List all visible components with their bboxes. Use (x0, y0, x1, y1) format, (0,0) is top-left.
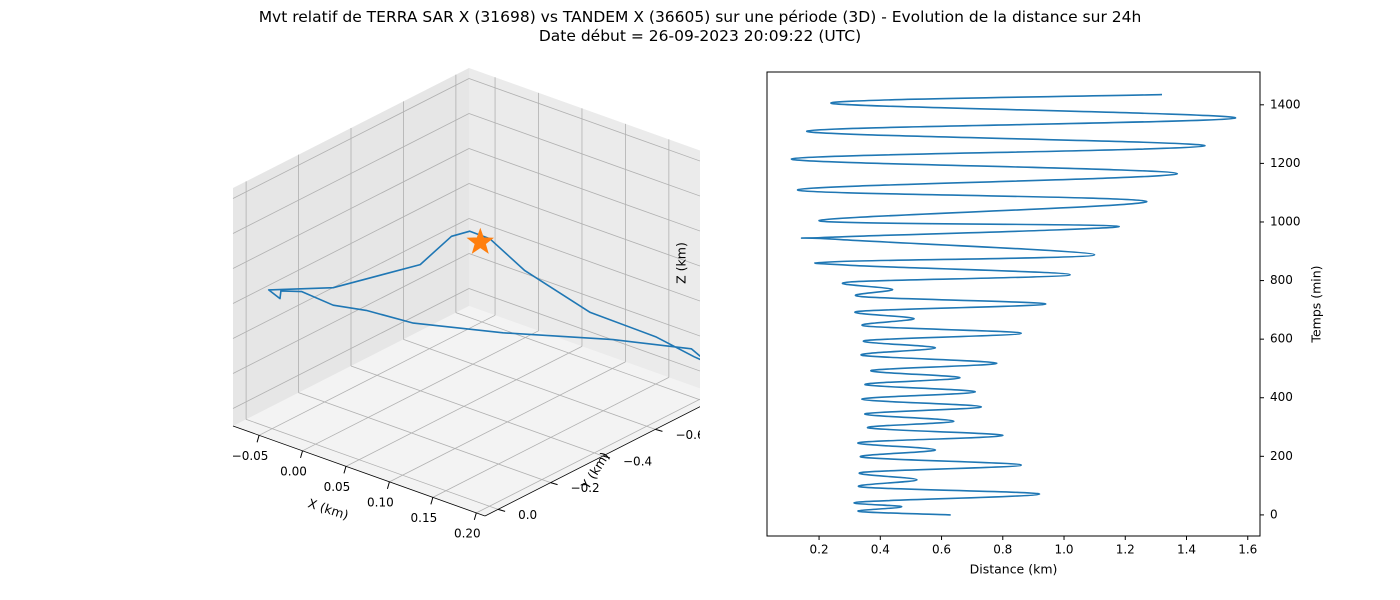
grid-line-z-left (232, 148, 470, 269)
y-tick-label: 0 (1270, 507, 1278, 521)
trajectory-line (267, 230, 700, 361)
x-tick-mark (256, 435, 260, 443)
z-axis-label: Z (km) (674, 242, 689, 284)
chart-3d: −0.05 0.00 0.05 0.10 0.15 0.20 0.0 −0.2 −0.4 −0.6… (232, 68, 700, 540)
x-tick-label: 0.10 (367, 495, 394, 509)
y-tick-label: 1400 (1270, 97, 1301, 111)
grid-line-z-left (232, 78, 470, 199)
x-axis-line (232, 425, 486, 517)
y-tick-label: 800 (1270, 273, 1293, 287)
y-tick-label: 0.0 (518, 508, 537, 522)
y-tick-mark (497, 508, 506, 512)
chart-title-line1: Mvt relatif de TERRA SAR X (31698) vs TA… (258, 8, 1142, 26)
distance-series-line (790, 93, 1237, 516)
y-tick-label: 600 (1270, 332, 1293, 346)
y-tick-mark (550, 482, 558, 486)
y-axis-label: Temps (min) (1309, 265, 1324, 343)
x-tick-label: 0.2 (810, 543, 829, 557)
y-tick-label: −0.2 (571, 481, 600, 495)
grid-line-z-back (468, 183, 700, 267)
x-tick-mark (430, 497, 434, 505)
grid-line-y-floor (455, 312, 700, 401)
grid-line-z-back (468, 148, 700, 232)
y-tick-label: 1200 (1270, 156, 1301, 170)
x-tick-mark (473, 512, 477, 521)
start-star-marker (466, 227, 495, 254)
y-tick-label: −0.6 (675, 428, 700, 442)
x-tick-mark (343, 466, 347, 474)
x-tick-label: −0.05 (232, 449, 269, 463)
chart-title-line2: Date début = 26-09-2023 20:09:22 (UTC) (538, 27, 862, 45)
x-tick-label: 1.4 (1177, 543, 1196, 557)
x-tick-label: 1.2 (1116, 543, 1135, 557)
x-tick-label: 0.05 (324, 480, 351, 494)
x-tick-label: 0.6 (932, 543, 951, 557)
grid-line-y-floor (298, 392, 551, 484)
grid-line-z-left (232, 253, 470, 374)
grid-line-y-floor (350, 365, 604, 457)
back-pane (469, 68, 700, 389)
plot-frame (766, 71, 1261, 537)
x-tick-label: 0.15 (411, 511, 438, 525)
y-tick-label: −0.4 (623, 455, 652, 469)
x-tick-label: 1.6 (1238, 543, 1257, 557)
grid-line-z-left (232, 218, 470, 339)
x-tick-label: 0.00 (280, 464, 307, 478)
x-tick-mark (386, 481, 390, 489)
grid-line-y-floor (245, 418, 499, 510)
y-tick-label: 1000 (1270, 214, 1301, 228)
x-tick-label: 0.20 (454, 526, 481, 540)
grid-line-z-left (232, 183, 470, 304)
x-tick-label: 0.8 (993, 543, 1012, 557)
grid-line-z-back (468, 253, 700, 337)
grid-line-z-back (468, 288, 700, 372)
grid-line-z-back (468, 78, 700, 162)
grid-line-z-back (468, 113, 700, 197)
y-tick-label: 200 (1270, 449, 1293, 463)
y-tick-mark (602, 455, 611, 459)
chart-title: Mvt relatif de TERRA SAR X (31698) vs TA… (0, 8, 1400, 46)
grid-line-z-left (232, 113, 470, 234)
x-axis-label: Distance (km) (970, 562, 1058, 577)
x-tick-mark (300, 450, 303, 458)
y-tick-mark (655, 428, 663, 432)
y-tick-label: 400 (1270, 390, 1293, 404)
grid-line-z-left (232, 288, 470, 409)
x-tick-label: 0.4 (871, 543, 890, 557)
x-tick-label: 1.0 (1054, 543, 1073, 557)
grid-line-y-floor (403, 338, 656, 430)
grid-line-z-back (468, 218, 700, 302)
